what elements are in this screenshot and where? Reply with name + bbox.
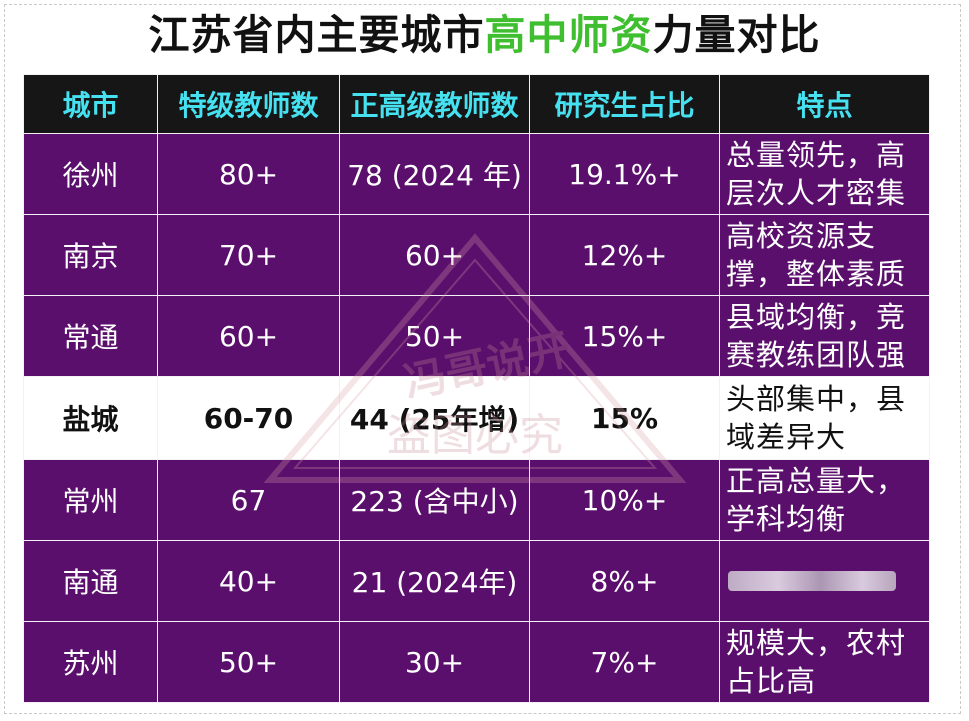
cell-grad: 8%+ — [529, 540, 720, 622]
table-row: 南京 70+ 60+ 12%+ 高校资源支撑，整体素质 — [23, 214, 930, 296]
cell-special: 50+ — [157, 621, 340, 703]
comparison-table: 城市 特级教师数 正高级教师数 研究生占比 特点 徐州 80+ 78 (2024… — [23, 74, 930, 703]
title-highlight: 高中师资 — [484, 11, 653, 59]
cell-feature: 正高总量大，学科均衡 — [719, 459, 930, 541]
cell-city: 常州 — [23, 459, 158, 541]
table-row: 徐州 80+ 78 (2024 年) 19.1%+ 总量领先，高层次人才密集 — [23, 133, 930, 215]
cell-city: 常通 — [23, 295, 158, 377]
cell-feature: 总量领先，高层次人才密集 — [719, 133, 930, 215]
cell-senior: 60+ — [339, 214, 530, 296]
header-features: 特点 — [719, 74, 930, 134]
title-part1: 江苏省内主要城市 — [148, 11, 485, 59]
table-row: 常州 67 223 (含中小) 10%+ 正高总量大，学科均衡 — [23, 459, 930, 541]
header-senior-teachers: 正高级教师数 — [339, 74, 530, 134]
cell-grad: 10%+ — [529, 459, 720, 541]
table-row: 常通 60+ 50+ 15%+ 县域均衡，竞赛教练团队强 — [23, 295, 930, 377]
cell-special: 40+ — [157, 540, 340, 622]
cell-feature: 规模大，农村占比高 — [719, 621, 930, 703]
table-row-highlighted: 盐城 60-70 44 (25年增) 15% 头部集中，县域差异大 — [23, 376, 930, 460]
header-city: 城市 — [23, 74, 158, 134]
page-title: 江苏省内主要城市高中师资力量对比 — [0, 6, 969, 64]
cell-senior: 44 (25年增) — [339, 376, 530, 460]
cell-special: 60-70 — [157, 376, 340, 460]
cell-feature: 高校资源支撑，整体素质 — [719, 214, 930, 296]
cell-special: 80+ — [157, 133, 340, 215]
cell-senior: 78 (2024 年) — [339, 133, 530, 215]
cell-senior: 50+ — [339, 295, 530, 377]
table-row: 苏州 50+ 30+ 7%+ 规模大，农村占比高 — [23, 621, 930, 703]
cell-city: 盐城 — [23, 376, 158, 460]
blurred-text — [728, 571, 896, 591]
cell-city: 南通 — [23, 540, 158, 622]
cell-special: 60+ — [157, 295, 340, 377]
header-special-teachers: 特级教师数 — [157, 74, 340, 134]
cell-senior: 30+ — [339, 621, 530, 703]
cell-senior: 223 (含中小) — [339, 459, 530, 541]
cell-feature-redacted — [719, 540, 930, 622]
cell-feature: 头部集中，县域差异大 — [719, 376, 930, 460]
cell-grad: 7%+ — [529, 621, 720, 703]
header-grad-ratio: 研究生占比 — [529, 74, 720, 134]
cell-feature: 县域均衡，竞赛教练团队强 — [719, 295, 930, 377]
cell-special: 67 — [157, 459, 340, 541]
cell-grad: 19.1%+ — [529, 133, 720, 215]
title-part2: 力量对比 — [652, 11, 821, 59]
cell-special: 70+ — [157, 214, 340, 296]
cell-city: 徐州 — [23, 133, 158, 215]
table-header-row: 城市 特级教师数 正高级教师数 研究生占比 特点 — [23, 74, 930, 134]
page-frame — [4, 4, 961, 714]
cell-grad: 15%+ — [529, 295, 720, 377]
cell-grad: 12%+ — [529, 214, 720, 296]
table-row: 南通 40+ 21 (2024年) 8%+ — [23, 540, 930, 622]
cell-senior: 21 (2024年) — [339, 540, 530, 622]
cell-city: 苏州 — [23, 621, 158, 703]
cell-grad: 15% — [529, 376, 720, 460]
cell-city: 南京 — [23, 214, 158, 296]
